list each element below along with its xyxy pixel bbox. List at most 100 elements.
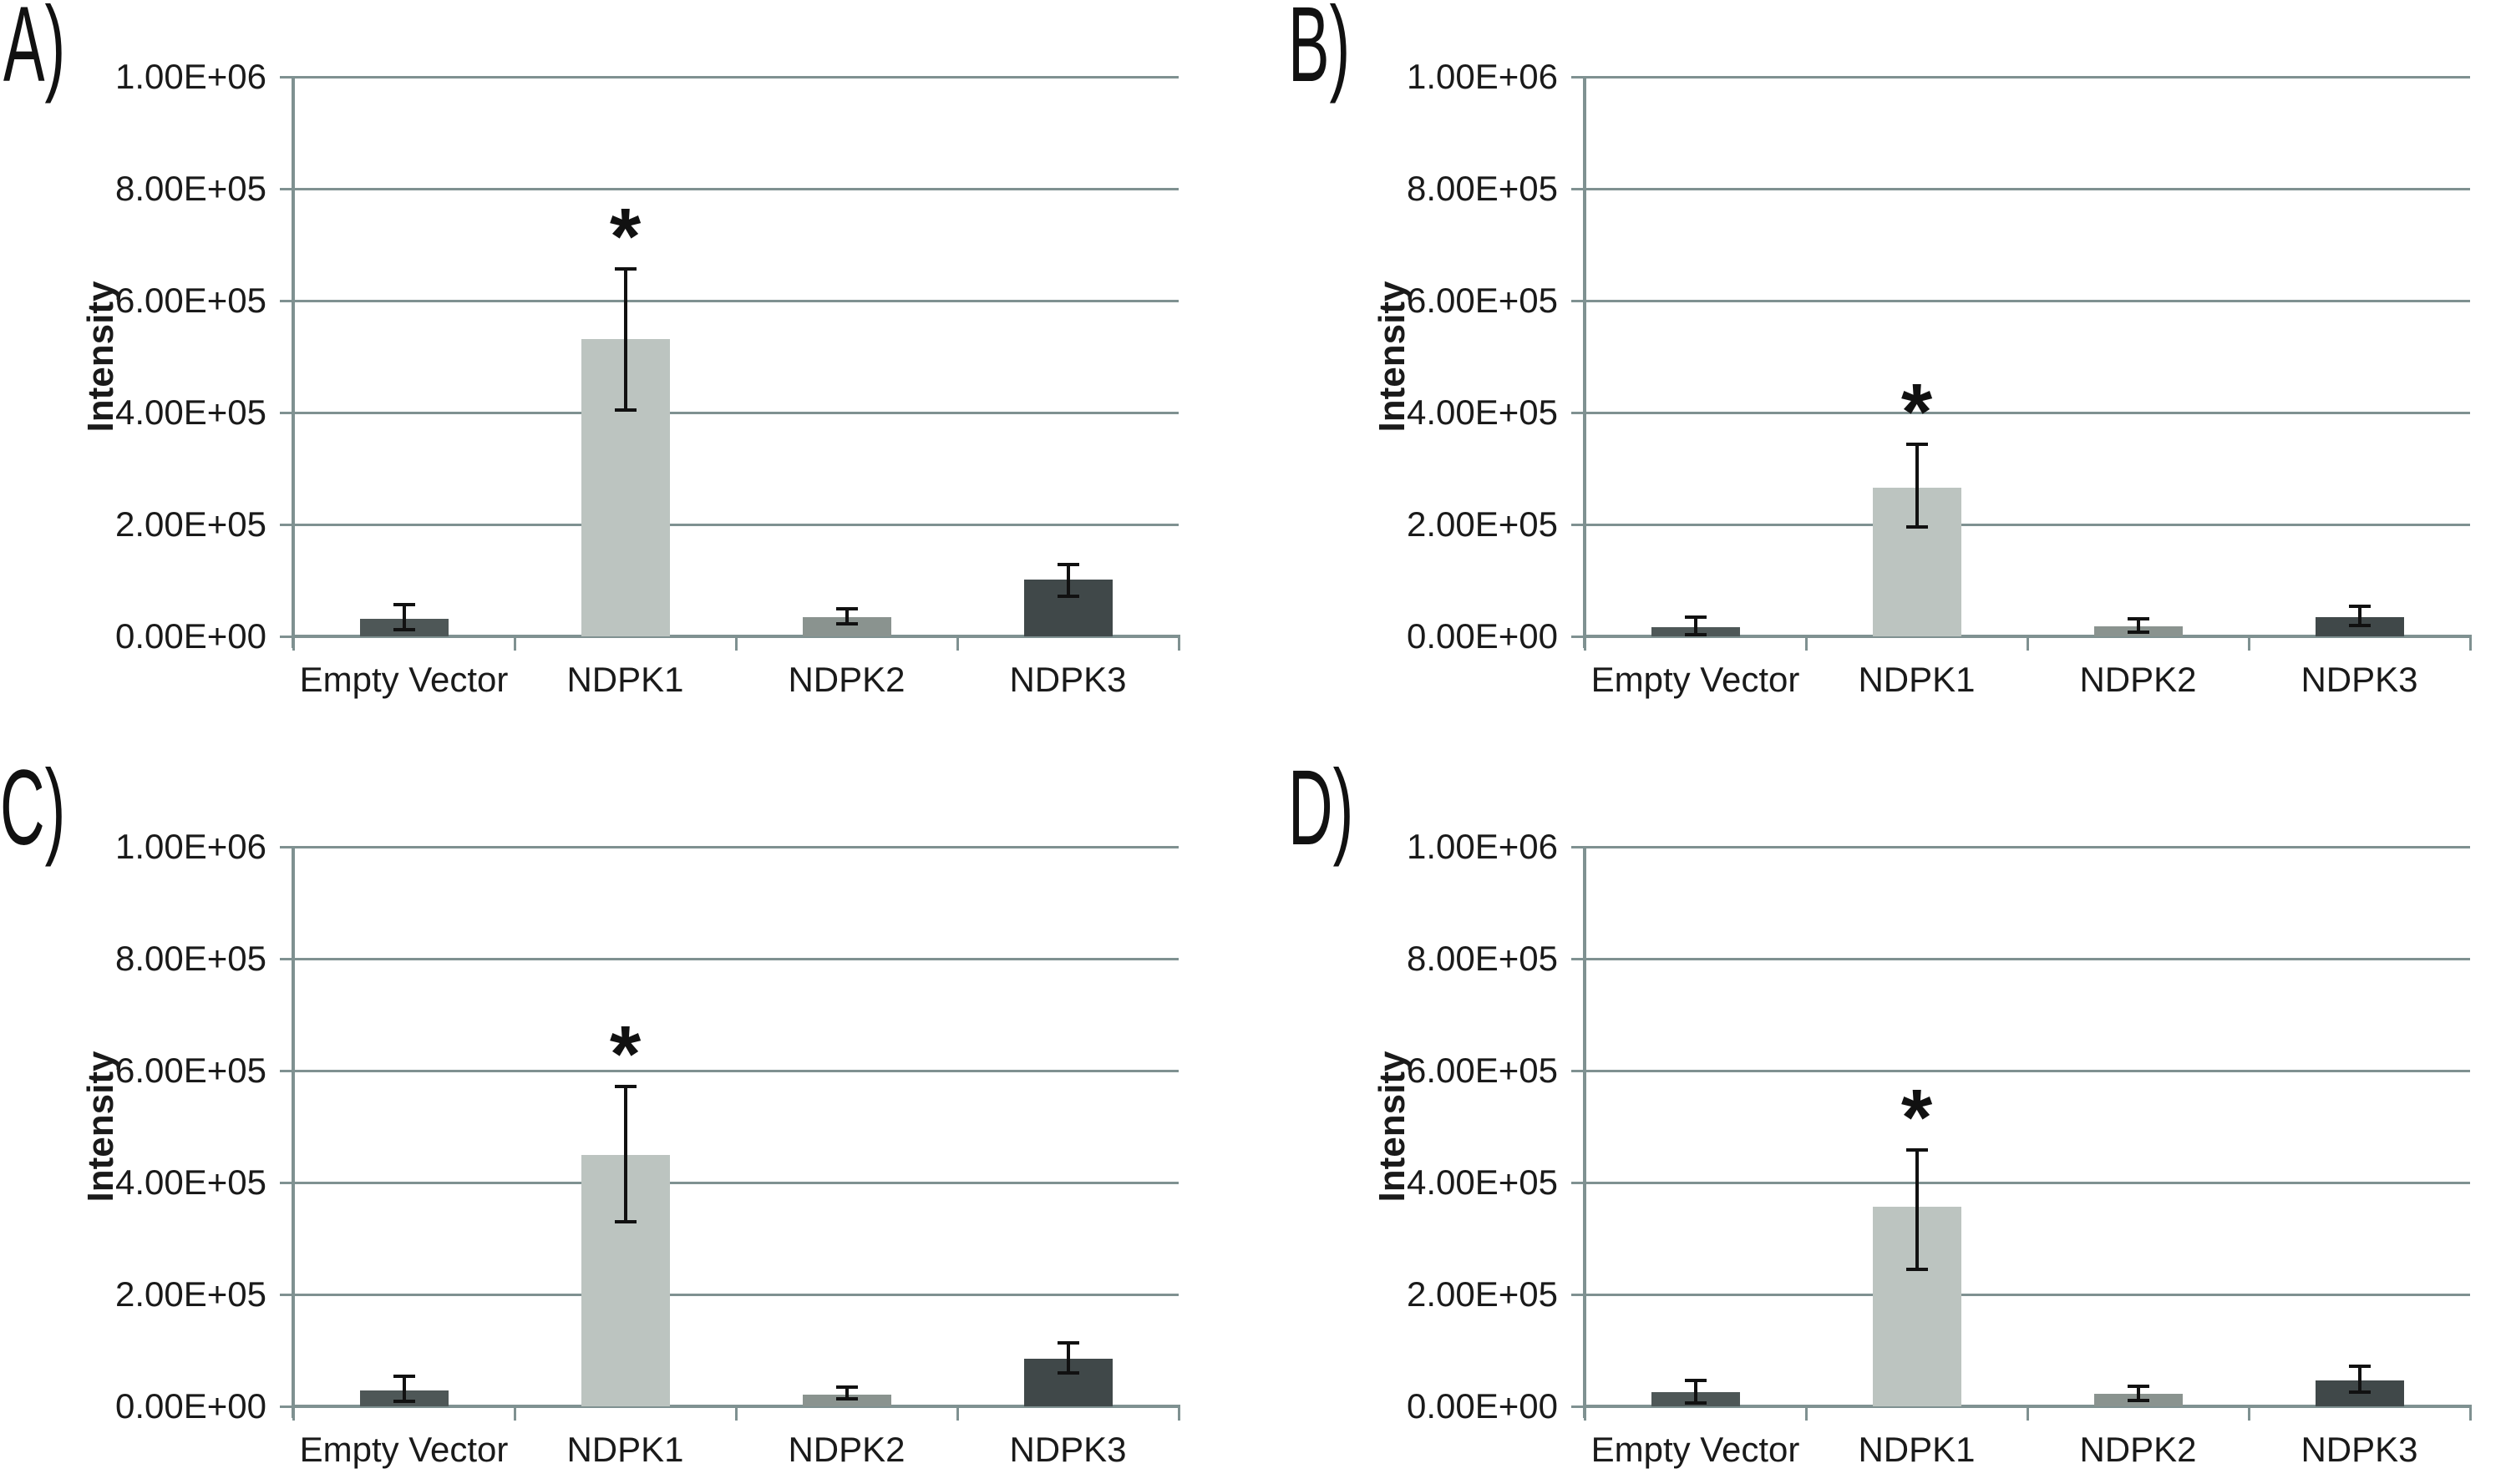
category-label-ndpk1: NDPK1 [1858, 1430, 1976, 1469]
error-bar-line-ndpk1 [623, 268, 627, 410]
x-axis [293, 635, 1180, 638]
y-axis-tick [280, 76, 293, 79]
category-label-ndpk1: NDPK1 [1858, 660, 1976, 699]
category-label-ndpk2: NDPK2 [788, 1430, 906, 1469]
category-label-ndpk3: NDPK3 [1009, 1430, 1127, 1469]
x-axis-tick [735, 638, 738, 651]
y-axis-tick [1571, 300, 1585, 302]
error-bar-cap-top-ndpk3 [1057, 1341, 1079, 1345]
x-axis-tick [1805, 638, 1808, 651]
y-axis-tick [280, 524, 293, 526]
error-bar-cap-top-ndpk3 [1057, 563, 1079, 567]
error-bar-cap-top-empty-vector [393, 603, 415, 607]
error-bar-cap-bottom-ndpk3 [1057, 1370, 1079, 1375]
y-axis-tick [1571, 1294, 1585, 1296]
category-label-ndpk2: NDPK2 [788, 660, 906, 699]
y-tick-label: 8.00E+05 [1406, 939, 1558, 978]
y-axis-tick [1571, 412, 1585, 414]
gridline [1585, 1182, 2470, 1184]
y-axis [292, 77, 295, 648]
category-label-ndpk2: NDPK2 [2079, 660, 2197, 699]
y-tick-label: 0.00E+00 [1406, 616, 1558, 656]
gridline [1585, 188, 2470, 190]
category-label-ndpk3: NDPK3 [1009, 660, 1127, 699]
x-axis-tick [514, 1408, 516, 1421]
gridline [1585, 846, 2470, 848]
gridline [1585, 1294, 2470, 1296]
y-axis [1583, 847, 1586, 1418]
y-axis-tick [1571, 76, 1585, 79]
error-bar-cap-top-ndpk1 [614, 266, 637, 271]
error-bar-line-ndpk2 [845, 1387, 849, 1400]
y-axis-tick [1571, 1405, 1585, 1408]
y-axis-tick [1571, 188, 1585, 190]
error-bar-line-ndpk2 [845, 608, 849, 625]
error-bar-cap-bottom-empty-vector [1684, 1400, 1707, 1405]
y-tick-label: 2.00E+05 [114, 1274, 266, 1314]
x-axis-tick [2027, 638, 2029, 651]
significance-asterisk: * [609, 191, 642, 281]
panel-letter-a: A) [3, 0, 66, 104]
y-axis-tick [280, 412, 293, 414]
error-bar-cap-top-ndpk2 [2127, 1384, 2149, 1388]
y-tick-label: 1.00E+06 [114, 827, 266, 866]
x-axis-tick [735, 1408, 738, 1421]
panel-letter-c: C) [0, 748, 66, 868]
y-axis-tick [280, 188, 293, 190]
error-bar-cap-bottom-empty-vector [1684, 632, 1707, 636]
y-axis-tick [1571, 524, 1585, 526]
error-bar-cap-bottom-ndpk3 [1057, 594, 1079, 598]
error-bar-line-ndpk3 [1066, 565, 1070, 596]
error-bar-cap-bottom-ndpk2 [835, 622, 858, 626]
y-axis-tick [280, 846, 293, 848]
category-label-ndpk1: NDPK1 [566, 1430, 684, 1469]
y-tick-label: 1.00E+06 [1406, 57, 1558, 96]
y-axis-tick [280, 1070, 293, 1072]
y-tick-label: 2.00E+05 [114, 504, 266, 544]
y-axis-tick [1571, 636, 1585, 638]
y-axis-tick [280, 1405, 293, 1408]
gridline [293, 1070, 1179, 1072]
gridline [1585, 300, 2470, 302]
significance-asterisk: * [1900, 367, 1933, 457]
y-tick-label: 2.00E+05 [1406, 1274, 1558, 1314]
category-label-empty-vector: Empty Vector [1590, 1430, 1800, 1469]
y-axis [1583, 77, 1586, 648]
y-axis-tick [280, 1182, 293, 1184]
gridline [293, 188, 1179, 190]
error-bar-line-ndpk2 [2136, 1385, 2140, 1401]
y-tick-label: 6.00E+05 [114, 281, 266, 320]
x-axis-tick [1178, 638, 1180, 651]
category-label-empty-vector: Empty Vector [299, 1430, 509, 1469]
gridline [1585, 524, 2470, 526]
x-axis [1585, 635, 2472, 638]
error-bar-cap-bottom-ndpk2 [835, 1397, 858, 1401]
y-tick-label: 8.00E+05 [114, 169, 266, 208]
error-bar-cap-bottom-ndpk1 [1905, 1267, 1928, 1271]
gridline [293, 846, 1179, 848]
category-label-ndpk3: NDPK3 [2301, 660, 2418, 699]
gridline [293, 76, 1179, 79]
x-axis [1585, 1405, 2472, 1408]
error-bar-line-ndpk1 [1915, 443, 1919, 528]
error-bar-line-ndpk3 [2357, 605, 2361, 626]
error-bar-cap-top-empty-vector [1684, 615, 1707, 619]
x-axis-tick [292, 638, 295, 651]
error-bar-line-empty-vector [402, 605, 406, 630]
error-bar-cap-bottom-ndpk3 [2348, 624, 2371, 628]
y-axis-tick [1571, 958, 1585, 960]
error-bar-cap-bottom-ndpk2 [2127, 1399, 2149, 1403]
error-bar-cap-bottom-ndpk1 [614, 408, 637, 412]
error-bar-cap-bottom-ndpk1 [1905, 525, 1928, 529]
error-bar-cap-bottom-ndpk2 [2127, 630, 2149, 634]
error-bar-cap-bottom-empty-vector [393, 1399, 415, 1403]
y-axis-tick [1571, 1070, 1585, 1072]
error-bar-cap-top-ndpk3 [2348, 604, 2371, 608]
error-bar-line-ndpk1 [623, 1086, 627, 1222]
panel-letter-d: D) [1288, 748, 1354, 868]
error-bar-cap-top-ndpk1 [614, 1084, 637, 1088]
error-bar-cap-bottom-ndpk1 [614, 1219, 637, 1223]
x-axis-tick [1805, 1408, 1808, 1421]
error-bar-line-empty-vector [1693, 1380, 1697, 1403]
category-label-ndpk1: NDPK1 [566, 660, 684, 699]
